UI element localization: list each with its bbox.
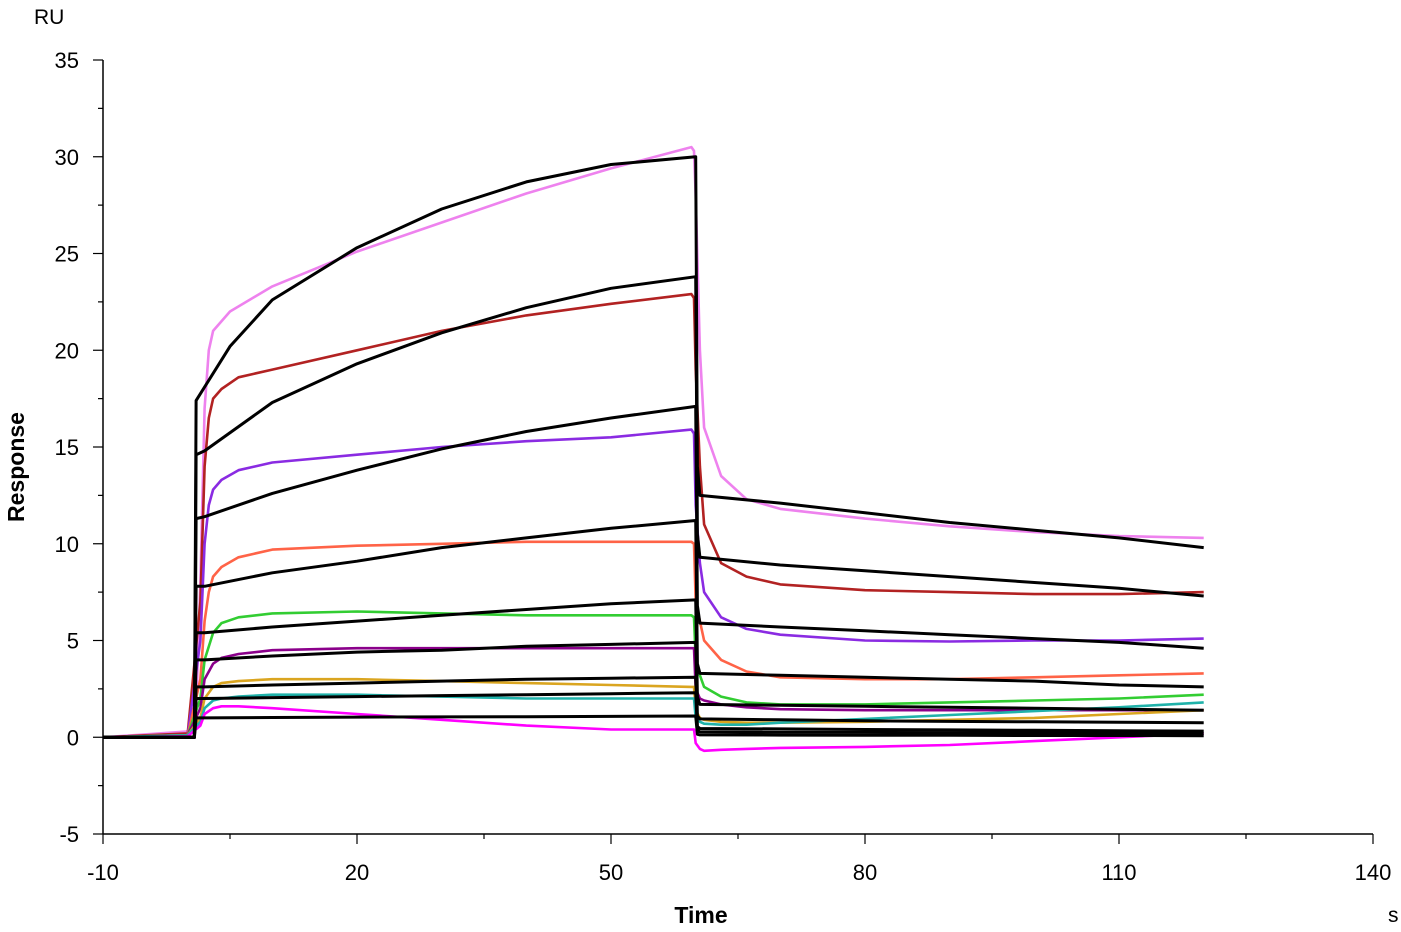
y-tick-label: 25 <box>55 242 79 267</box>
x-tick-label: 50 <box>599 860 623 885</box>
fit-curve-15 <box>103 640 1204 739</box>
data-curve-4 <box>102 540 1204 739</box>
y-ticks: -5 0 5 10 15 20 25 30 35 <box>55 48 103 847</box>
y-tick-label: 35 <box>55 48 79 73</box>
data-curve-2 <box>102 292 1204 739</box>
data-curve-3 <box>102 428 1204 739</box>
data-curve-1 <box>102 145 1204 739</box>
plot-area <box>102 145 1204 753</box>
y-tick-label: 0 <box>67 725 79 750</box>
data-curve-6 <box>102 646 1204 739</box>
y-unit-label: RU <box>34 6 64 29</box>
x-tick-label: -10 <box>87 860 119 885</box>
x-axis-title: Time <box>674 902 727 928</box>
y-tick-label: 30 <box>55 145 79 170</box>
y-tick-label: 20 <box>55 338 79 363</box>
fit-curve-13 <box>103 519 1204 739</box>
y-tick-label: -5 <box>59 822 79 847</box>
x-tick-label: 80 <box>853 860 877 885</box>
fit-curve-10 <box>103 155 1204 739</box>
fit-curve-17 <box>103 691 1204 739</box>
x-unit-label: s <box>1388 904 1399 927</box>
data-curve-9 <box>102 704 1204 753</box>
y-tick-label: 15 <box>55 435 79 460</box>
fit-curve-14 <box>103 598 1204 739</box>
fit-curve-16 <box>103 675 1204 739</box>
data-curve-8 <box>102 693 1204 739</box>
x-tick-label: 110 <box>1101 860 1136 885</box>
x-tick-label: 140 <box>1355 860 1392 885</box>
y-tick-label: 5 <box>67 629 79 654</box>
y-axis-title: Response <box>3 412 29 522</box>
x-tick-label: 20 <box>345 860 369 885</box>
fit-curve-12 <box>103 404 1204 739</box>
x-ticks: -10 20 50 80 110 140 <box>87 834 1391 885</box>
y-tick-label: 10 <box>55 532 79 557</box>
fit-curve-11 <box>103 275 1204 739</box>
axes: -5 0 5 10 15 20 25 30 35 -10 20 50 80 110 140 <box>55 48 1392 885</box>
fit-curve-18 <box>103 714 1204 739</box>
